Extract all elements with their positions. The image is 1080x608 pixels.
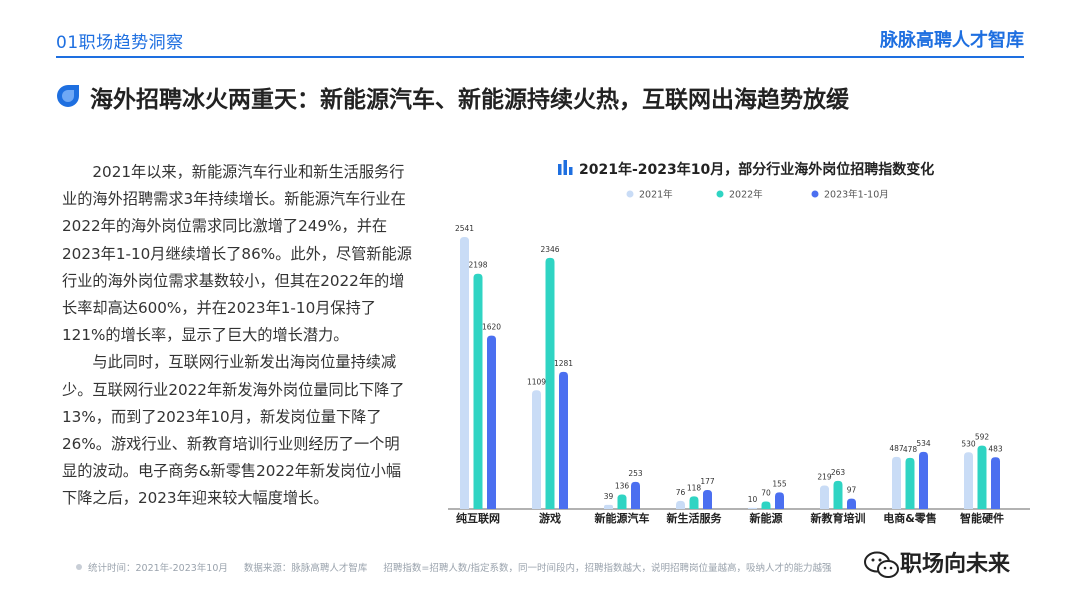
section-label: 01职场趋势洞察	[56, 33, 184, 53]
grouped-bar-chart: 2021年-2023年10月，部分行业海外岗位招聘指数变化 2021年 2022年…	[448, 160, 1030, 525]
analysis-paragraph-1: 2021年以来，新能源汽车行业和新生活服务行业的海外招聘需求3年持续增长。新能源…	[62, 163, 412, 345]
category-tick-label: 新教育培训	[811, 511, 866, 525]
bars-layer	[460, 237, 1000, 509]
bar-value-label: 118	[687, 483, 702, 492]
bar	[977, 445, 987, 509]
chart-title: 2021年-2023年10月，部分行业海外岗位招聘指数变化	[579, 161, 934, 178]
bar-value-label: 10	[748, 495, 758, 504]
legend-item: 2021年	[626, 189, 673, 201]
bar-chart-icon	[558, 160, 573, 175]
bar-value-label: 39	[604, 492, 614, 501]
bar-value-label: 592	[975, 433, 990, 442]
wechat-icon	[864, 551, 899, 578]
category-tick-label: 纯互联网	[456, 511, 500, 525]
watermark-text: 职场向未来	[900, 552, 1011, 577]
bar-value-label: 530	[961, 439, 976, 448]
category-labels-layer: 纯互联网 游戏 新能源汽车 新生活服务 新能源 新教育培训 电商&零售 智能硬件	[456, 511, 1004, 525]
bar	[604, 504, 613, 509]
analysis-paragraph-2: 与此同时，互联网行业新发出海岗位量持续减少。互联网行业2022年新发海外岗位量同…	[62, 353, 405, 508]
bar	[473, 273, 483, 509]
legend-item: 2023年1-10月	[811, 189, 889, 201]
bar	[775, 492, 784, 509]
bar-value-label: 253	[628, 469, 643, 478]
bar	[991, 457, 1000, 509]
footer-notes: 统计时间：2021年-2023年10月 数据来源：脉脉高聘人才智库 招聘指数=招聘人…	[76, 560, 848, 574]
bar	[545, 257, 555, 509]
bar	[631, 481, 640, 509]
category-tick-label: 智能硬件	[960, 511, 1004, 525]
chart-legend: 2021年 2022年 2023年1-10月	[626, 189, 889, 201]
legend-swatch	[716, 190, 724, 198]
chart-title-group: 2021年-2023年10月，部分行业海外岗位招聘指数变化	[558, 160, 934, 178]
bar	[676, 500, 685, 509]
bar	[847, 498, 856, 509]
footer-bullet-icon	[76, 564, 82, 570]
bar-value-label: 136	[615, 481, 630, 490]
bar-value-label: 478	[903, 445, 918, 454]
legend-item: 2022年	[716, 189, 763, 201]
bar	[689, 496, 699, 509]
bar-value-label: 1109	[527, 377, 546, 386]
category-tick-label: 新能源汽车	[595, 511, 650, 525]
bar	[820, 485, 829, 509]
bar-value-label: 2198	[468, 261, 487, 270]
top-bar: 01职场趋势洞察 脉脉高聘人才智库	[0, 0, 1080, 62]
bar-value-label: 70	[761, 489, 771, 498]
bar	[532, 390, 541, 509]
legend-swatch	[626, 190, 634, 198]
bar	[460, 237, 469, 509]
category-tick-label: 电商&零售	[883, 511, 937, 525]
bar-value-label: 2541	[455, 224, 474, 233]
bar	[761, 501, 771, 509]
bar-value-label: 76	[676, 488, 686, 497]
analysis-text: 2021年以来，新能源汽车行业和新生活服务行业的海外招聘需求3年持续增长。新能源…	[62, 159, 412, 513]
bar-value-label: 483	[988, 444, 1003, 453]
category-tick-label: 新能源	[750, 511, 783, 525]
legend-label: 2022年	[729, 189, 763, 201]
footer-note: 招聘指数=招聘人数/指定系数，同一时间段内，招聘指数越大，说明招聘岗位量越高，吸…	[383, 563, 832, 574]
bar	[833, 480, 843, 509]
bar	[487, 335, 496, 509]
bar-value-label: 1620	[482, 323, 501, 332]
bar-value-label: 487	[889, 444, 904, 453]
legend-swatch	[811, 190, 819, 198]
legend-label: 2023年1-10月	[824, 189, 889, 201]
bar-value-label: 2346	[540, 245, 559, 254]
bar	[703, 490, 712, 509]
bar	[748, 507, 757, 509]
bar	[617, 494, 627, 509]
bar-value-label: 97	[847, 486, 857, 495]
bar	[559, 371, 568, 509]
brand-name: 脉脉高聘人才智库	[880, 30, 1024, 51]
bar-value-label: 263	[831, 468, 846, 477]
page-headline: 海外招聘冰火两重天：新能源汽车、新能源持续火热，互联网出海趋势放缓	[90, 87, 849, 113]
bar-value-label: 177	[700, 477, 715, 486]
bar-value-label: 1281	[554, 359, 573, 368]
category-tick-label: 新生活服务	[667, 511, 723, 525]
legend-label: 2021年	[639, 189, 673, 201]
bar	[964, 452, 973, 509]
category-tick-label: 游戏	[539, 511, 561, 525]
bar	[892, 456, 901, 509]
footer-source: 数据来源：脉脉高聘人才智库	[243, 563, 368, 574]
bar-value-label: 219	[817, 473, 832, 482]
bar	[905, 457, 915, 509]
bar-value-label: 155	[772, 479, 787, 488]
top-divider	[56, 56, 1024, 58]
title-bullet-icon	[57, 85, 79, 107]
bar-value-label: 534	[916, 439, 931, 448]
footer-period: 统计时间：2021年-2023年10月	[88, 563, 228, 574]
bar	[919, 451, 928, 509]
